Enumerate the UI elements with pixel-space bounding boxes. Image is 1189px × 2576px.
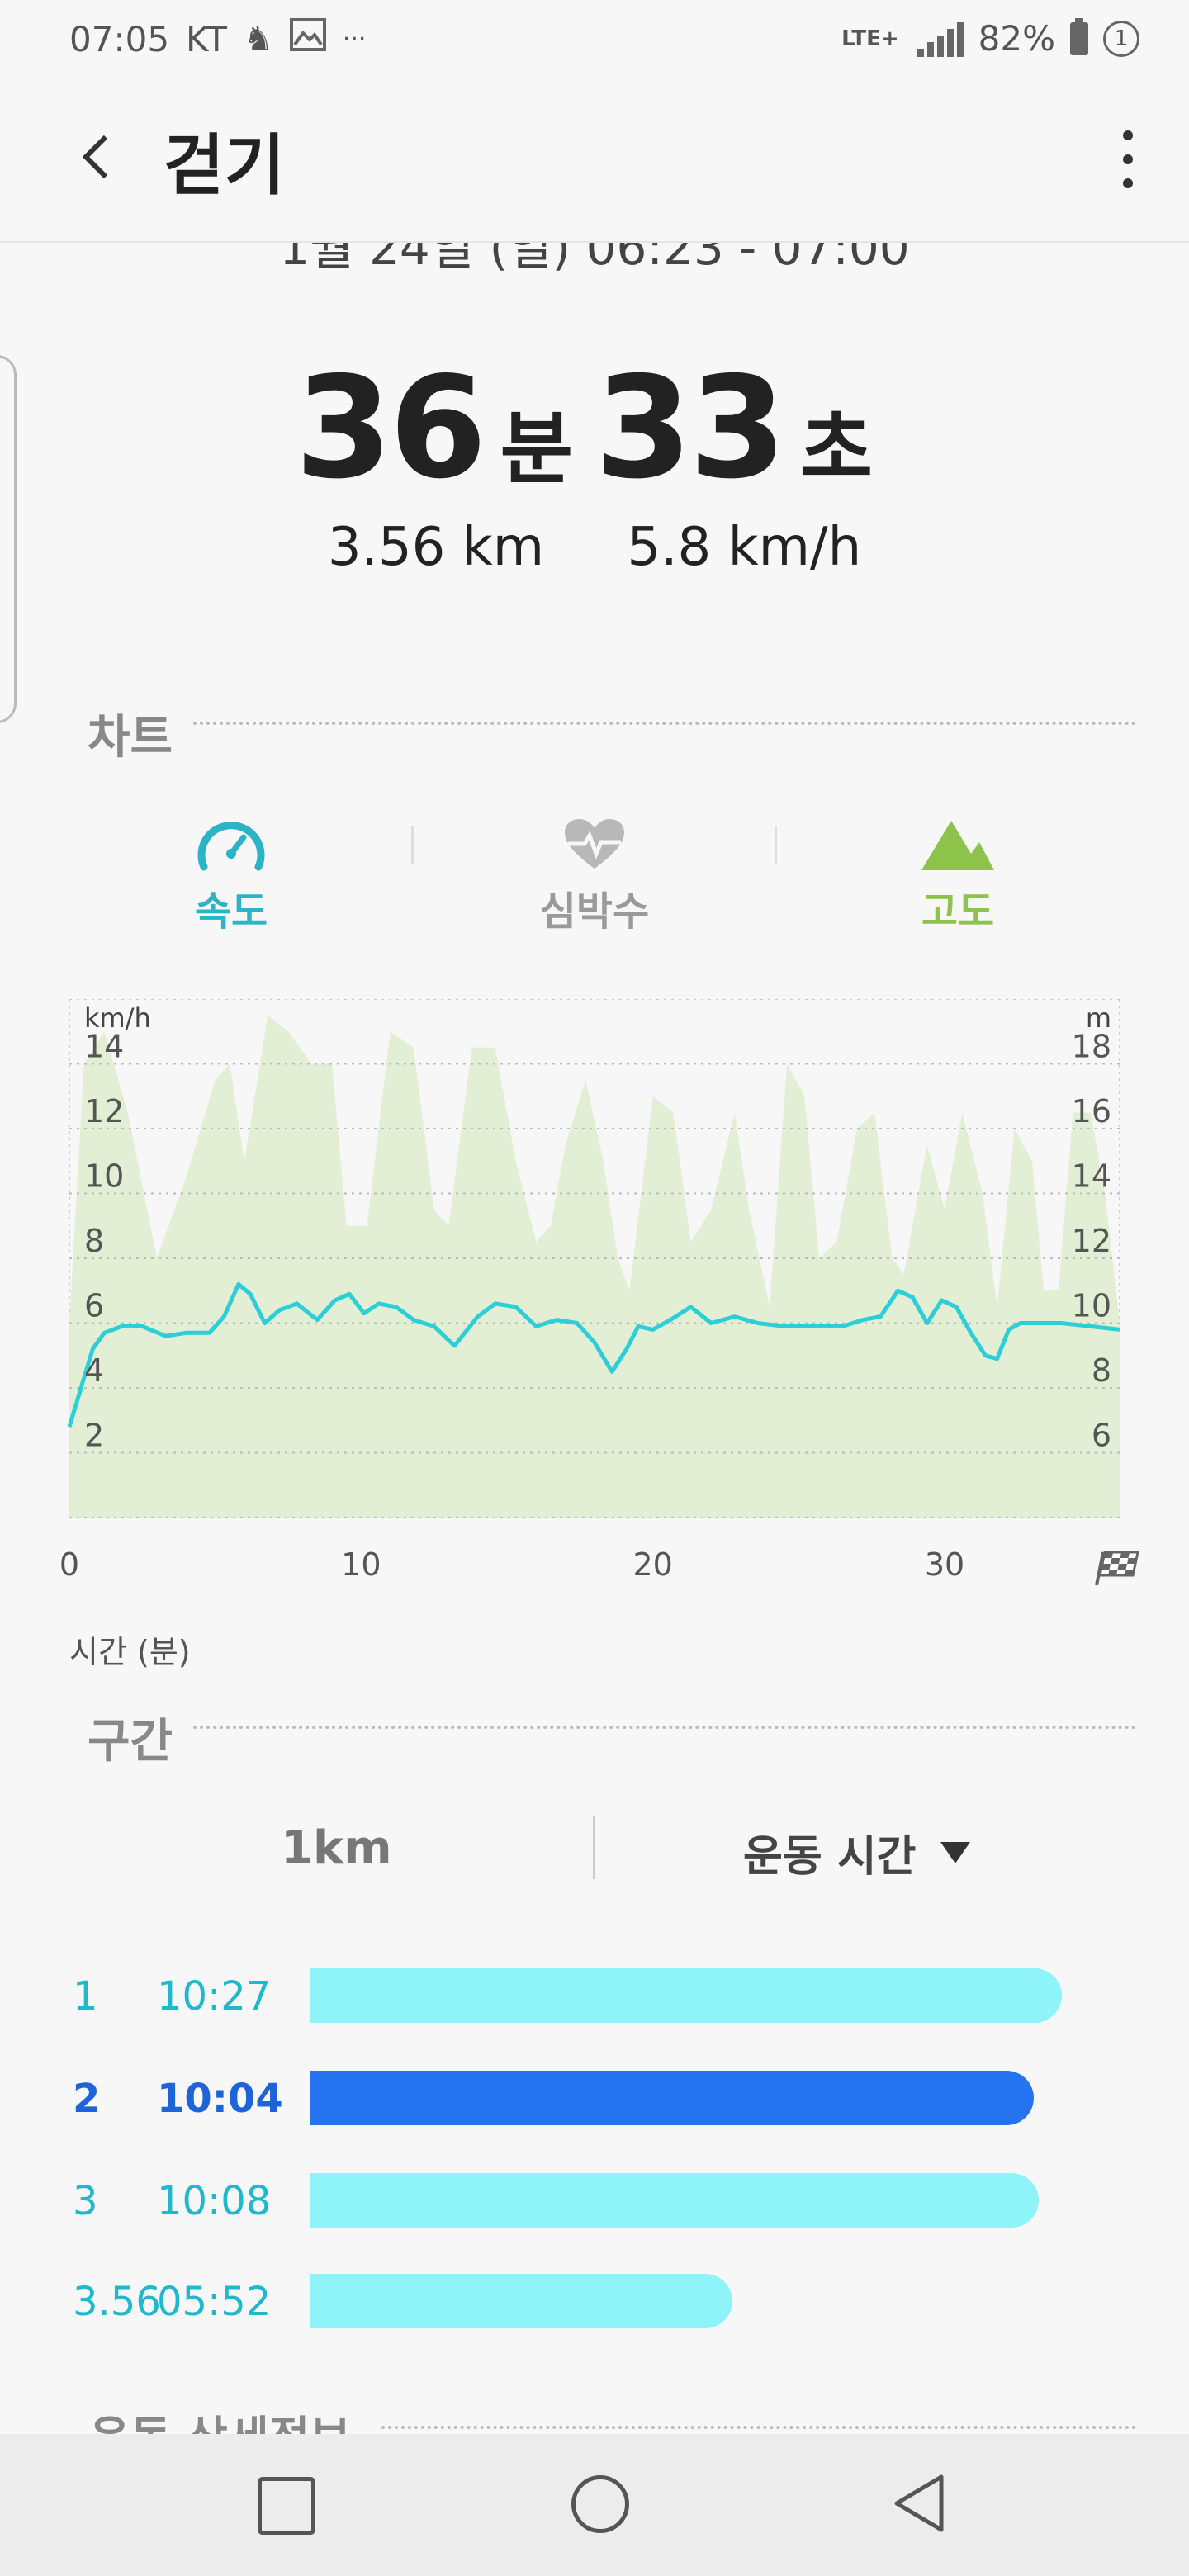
y-tick-label: 14: [84, 1029, 124, 1065]
segment-toggle: 1km 운동 시간: [0, 1816, 1189, 1891]
segment-metric-dropdown[interactable]: 운동 시간: [743, 1821, 971, 1883]
segment-time: 05:52: [157, 2279, 272, 2325]
home-icon[interactable]: [571, 2475, 629, 2533]
y2-tick-label: 12: [1072, 1223, 1111, 1259]
chart-section-title: 차트: [88, 711, 173, 765]
notification-count-badge: 1: [1103, 20, 1139, 57]
y-tick-label: 2: [84, 1418, 104, 1454]
segment-row: 1 10:27: [0, 1968, 1189, 2026]
segment-time: 10:27: [157, 1973, 272, 2020]
tab-altitude-label: 고도: [921, 888, 995, 935]
notification-app-icon: ♞: [243, 20, 273, 58]
segment-row: 3 10:08: [0, 2173, 1189, 2231]
app-bar: 걷기: [0, 79, 1189, 243]
tab-heart-rate-label: 심박수: [539, 888, 650, 935]
back-arrow-icon[interactable]: [73, 132, 122, 182]
segment-row: 2 10:04: [0, 2071, 1189, 2129]
segment-unit-button[interactable]: 1km: [281, 1821, 392, 1875]
segment-index: 3: [73, 2178, 98, 2224]
segment-toggle-divider: [593, 1816, 595, 1879]
y2-tick-label: 14: [1072, 1158, 1111, 1195]
workout-duration: 36 분 33 초: [0, 347, 1189, 510]
speed-line-series: [67, 1281, 1120, 1428]
nav-back-icon[interactable]: [888, 2472, 950, 2535]
y-tick-label: 10: [84, 1158, 124, 1195]
recent-apps-icon[interactable]: [258, 2477, 315, 2535]
status-bar: 07:05 KT ♞ ··· LTE+ 82% 1: [0, 0, 1189, 79]
workout-date-range: 1월 24일 (일) 06:23 - 07:00: [279, 220, 910, 276]
y2-tick-label: 10: [1072, 1288, 1111, 1324]
finish-flag-icon: [1095, 1551, 1139, 1586]
system-nav-bar: [0, 2434, 1189, 2576]
y2-tick-label: 6: [1092, 1418, 1111, 1454]
duration-seconds: 33: [594, 347, 787, 510]
chart-section-divider: [193, 722, 1136, 725]
battery-icon: [1070, 17, 1088, 55]
tab-separator: [775, 826, 777, 864]
speed-altitude-chart: km/h m 2 4 6 8 10 12 14 6 8 10 12 14 16 18 0 10 20 30 시간 (분): [0, 998, 1189, 1676]
y-tick-label: 12: [84, 1093, 124, 1129]
duration-minutes-unit: 분: [500, 403, 573, 495]
segments-section-divider: [193, 1726, 1136, 1729]
distance-value: 3.56 km: [327, 517, 545, 578]
status-time: 07:05: [69, 18, 170, 59]
x-tick-label: 30: [925, 1546, 964, 1583]
y-tick-label: 6: [84, 1288, 104, 1324]
heart-rate-icon: [565, 819, 624, 869]
tab-speed-label: 속도: [194, 888, 268, 935]
segment-bar: [310, 1968, 1062, 2023]
signal-icon: [914, 21, 964, 57]
segment-index: 2: [73, 2076, 101, 2122]
y-tick-label: 8: [84, 1223, 104, 1259]
segment-time: 10:04: [157, 2076, 283, 2122]
x-axis-title: 시간 (분): [69, 1634, 191, 1670]
tab-speed[interactable]: 속도: [107, 817, 355, 936]
y-axis-unit-label: km/h: [84, 1002, 151, 1034]
network-type: LTE+: [841, 26, 899, 51]
segment-index: 3.56: [73, 2279, 161, 2325]
x-tick-label: 0: [59, 1546, 79, 1583]
x-tick-label: 10: [341, 1546, 381, 1583]
avg-speed-value: 5.8 km/h: [627, 517, 862, 578]
segment-metric-label: 운동 시간: [743, 1832, 917, 1882]
tab-heart-rate[interactable]: 심박수: [471, 817, 718, 936]
tab-separator: [411, 826, 414, 864]
tab-altitude[interactable]: 고도: [834, 817, 1082, 936]
more-notifications-icon: ···: [342, 24, 367, 54]
battery-percent: 82%: [978, 18, 1055, 59]
duration-minutes: 36: [295, 347, 487, 510]
y2-tick-label: 18: [1072, 1029, 1111, 1065]
segment-bar: [310, 2071, 1034, 2125]
more-options-icon[interactable]: [1118, 130, 1138, 188]
detail-section-divider: [381, 2426, 1136, 2429]
detail-section-title: 운동 상세정보: [89, 2401, 351, 2434]
chart-tabs: 속도 심박수 고도: [0, 817, 1189, 941]
y2-axis-unit-label: m: [1086, 1002, 1111, 1034]
duration-seconds-unit: 초: [799, 403, 873, 495]
segment-time: 10:08: [157, 2178, 272, 2224]
segment-bar: [310, 2274, 732, 2328]
altitude-area-series: [69, 1015, 1120, 1518]
chart-canvas: km/h m 2 4 6 8 10 12 14 6 8 10 12 14 16 18 0 10 20 30 시간 (분): [59, 998, 1139, 1670]
segment-index: 1: [73, 1973, 98, 2020]
segment-bar: [310, 2173, 1039, 2228]
dropdown-triangle-icon: [940, 1841, 971, 1863]
status-carrier: KT: [186, 18, 227, 59]
mountain-icon: [921, 821, 994, 870]
segments-section-title: 구간: [88, 1715, 173, 1769]
segment-row: 3.56 05:52: [0, 2274, 1189, 2332]
x-tick-label: 20: [632, 1546, 672, 1583]
page-title: 걷기: [163, 127, 286, 204]
y2-tick-label: 8: [1092, 1352, 1111, 1389]
speedometer-icon: [197, 822, 265, 871]
gallery-icon: [289, 18, 326, 59]
workout-stats: 3.56 km 5.8 km/h: [0, 517, 1189, 578]
y2-tick-label: 16: [1072, 1093, 1111, 1129]
y-tick-label: 4: [84, 1352, 104, 1389]
